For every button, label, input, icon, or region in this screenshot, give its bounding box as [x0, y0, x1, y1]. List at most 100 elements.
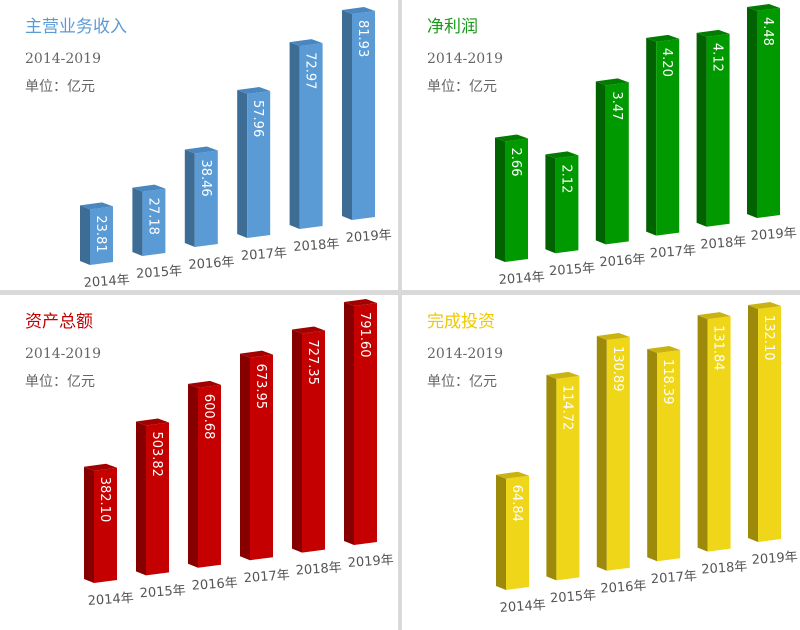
data-label: 131.84 [711, 325, 726, 371]
x-tick-label: 2016年 [599, 252, 646, 270]
bar-top [747, 4, 780, 11]
x-tick-label: 2019年 [347, 553, 394, 571]
bar: 4.12 [696, 29, 730, 227]
bar: 57.96 [237, 87, 271, 238]
bar: 2.66 [495, 134, 528, 262]
bar-front [657, 350, 681, 562]
bar-top [647, 346, 681, 354]
bar-top [546, 371, 580, 379]
x-tick-label: 2015年 [550, 588, 597, 606]
bar: 791.60 [344, 299, 377, 545]
bar-top [595, 78, 629, 86]
x-tick-label: 2018年 [295, 560, 342, 578]
x-tick-label: 2016年 [191, 576, 238, 594]
bar: 27.18 [132, 184, 166, 256]
bar: 64.84 [496, 471, 529, 590]
chart-title: 净利润 [427, 17, 478, 37]
bar: 72.97 [289, 39, 323, 230]
data-label: 727.35 [305, 339, 320, 385]
data-label: 3.47 [609, 91, 624, 120]
bar-side [696, 32, 707, 227]
data-label: 81.93 [355, 20, 370, 57]
chart-title: 完成投资 [427, 312, 495, 332]
bar: 130.89 [596, 332, 630, 571]
bar-side [188, 383, 198, 568]
x-tick-label: 2018年 [701, 559, 748, 577]
bar-top [188, 380, 221, 388]
x-tick-label: 2016年 [188, 255, 235, 273]
data-label: 72.97 [303, 52, 318, 89]
bar-top [292, 326, 325, 334]
bar-front [354, 303, 377, 545]
bar-top [237, 87, 271, 95]
x-tick-label: 2019年 [751, 550, 798, 568]
data-label: 382.10 [97, 477, 112, 522]
chart-subtitle: 2014-2019 [25, 346, 101, 362]
bar-top [342, 7, 375, 14]
bar-top [289, 39, 323, 47]
bar-front [94, 467, 117, 583]
chart-title: 资产总额 [25, 312, 93, 332]
bar-front [706, 33, 730, 227]
bar: 132.10 [748, 302, 781, 542]
data-label: 4.12 [710, 43, 725, 72]
bar: 23.81 [80, 202, 113, 265]
bar-front [605, 82, 629, 245]
x-tick-label: 2017年 [243, 568, 290, 586]
x-tick-label: 2017年 [649, 243, 696, 261]
data-label: 23.81 [93, 215, 108, 252]
bar: 382.10 [84, 463, 117, 583]
chart-subtitle: 2014-2019 [427, 51, 503, 67]
chart-unit: 单位：亿元 [427, 79, 497, 95]
bar: 118.39 [647, 346, 681, 562]
bar: 2.12 [545, 151, 579, 254]
bar-side [292, 329, 302, 553]
bar-top [136, 418, 169, 426]
x-tick-label: 2014年 [83, 273, 130, 291]
chart-subtitle: 2014-2019 [25, 51, 101, 67]
bar-side [84, 466, 94, 583]
bar: 131.84 [697, 312, 731, 552]
chart-panel-2: 净利润 2014-2019 单位：亿元 2.66 2014年 2.12 2015年 3.47 2… [402, 0, 800, 290]
data-label: 2.12 [558, 164, 573, 193]
x-tick-label: 2017年 [240, 246, 287, 264]
bar-side [240, 353, 250, 561]
bar: 727.35 [292, 326, 325, 553]
bar: 4.20 [646, 34, 680, 236]
chart-unit: 单位：亿元 [25, 79, 95, 95]
bar-side [136, 421, 146, 576]
bar-side [545, 154, 556, 254]
bar: 3.47 [595, 78, 629, 245]
bar: 4.48 [747, 4, 780, 218]
data-label: 673.95 [253, 364, 268, 410]
x-tick-label: 2014年 [499, 598, 546, 616]
chart-unit: 单位：亿元 [427, 374, 497, 390]
bar-side [595, 81, 606, 245]
data-label: 600.68 [201, 394, 216, 440]
data-label: 64.84 [509, 485, 524, 522]
bar-front [198, 384, 221, 568]
bar-front [247, 91, 271, 238]
bar-top [545, 151, 579, 159]
bar-top [696, 29, 730, 37]
data-label: 38.46 [198, 159, 213, 196]
data-label: 4.20 [659, 48, 674, 77]
data-label: 27.18 [145, 198, 160, 235]
bar-side [646, 37, 657, 236]
x-tick-label: 2014年 [87, 591, 134, 609]
bar-side [80, 205, 90, 265]
bar-front [194, 150, 218, 247]
bar-side [344, 302, 354, 545]
chart-title: 主营业务收入 [25, 17, 127, 37]
bar-side [237, 90, 248, 238]
bar-side [596, 335, 607, 571]
bar-front [556, 375, 580, 581]
x-tick-label: 2017年 [650, 569, 697, 587]
bar-front [707, 316, 731, 552]
bar-top [697, 312, 731, 320]
chart-unit: 单位：亿元 [25, 374, 95, 390]
chart-panel-4: 完成投资 2014-2019 单位：亿元 64.84 2014年 114.72 2015年 1… [402, 295, 800, 630]
x-tick-label: 2014年 [498, 270, 545, 288]
bar-side [647, 349, 658, 562]
